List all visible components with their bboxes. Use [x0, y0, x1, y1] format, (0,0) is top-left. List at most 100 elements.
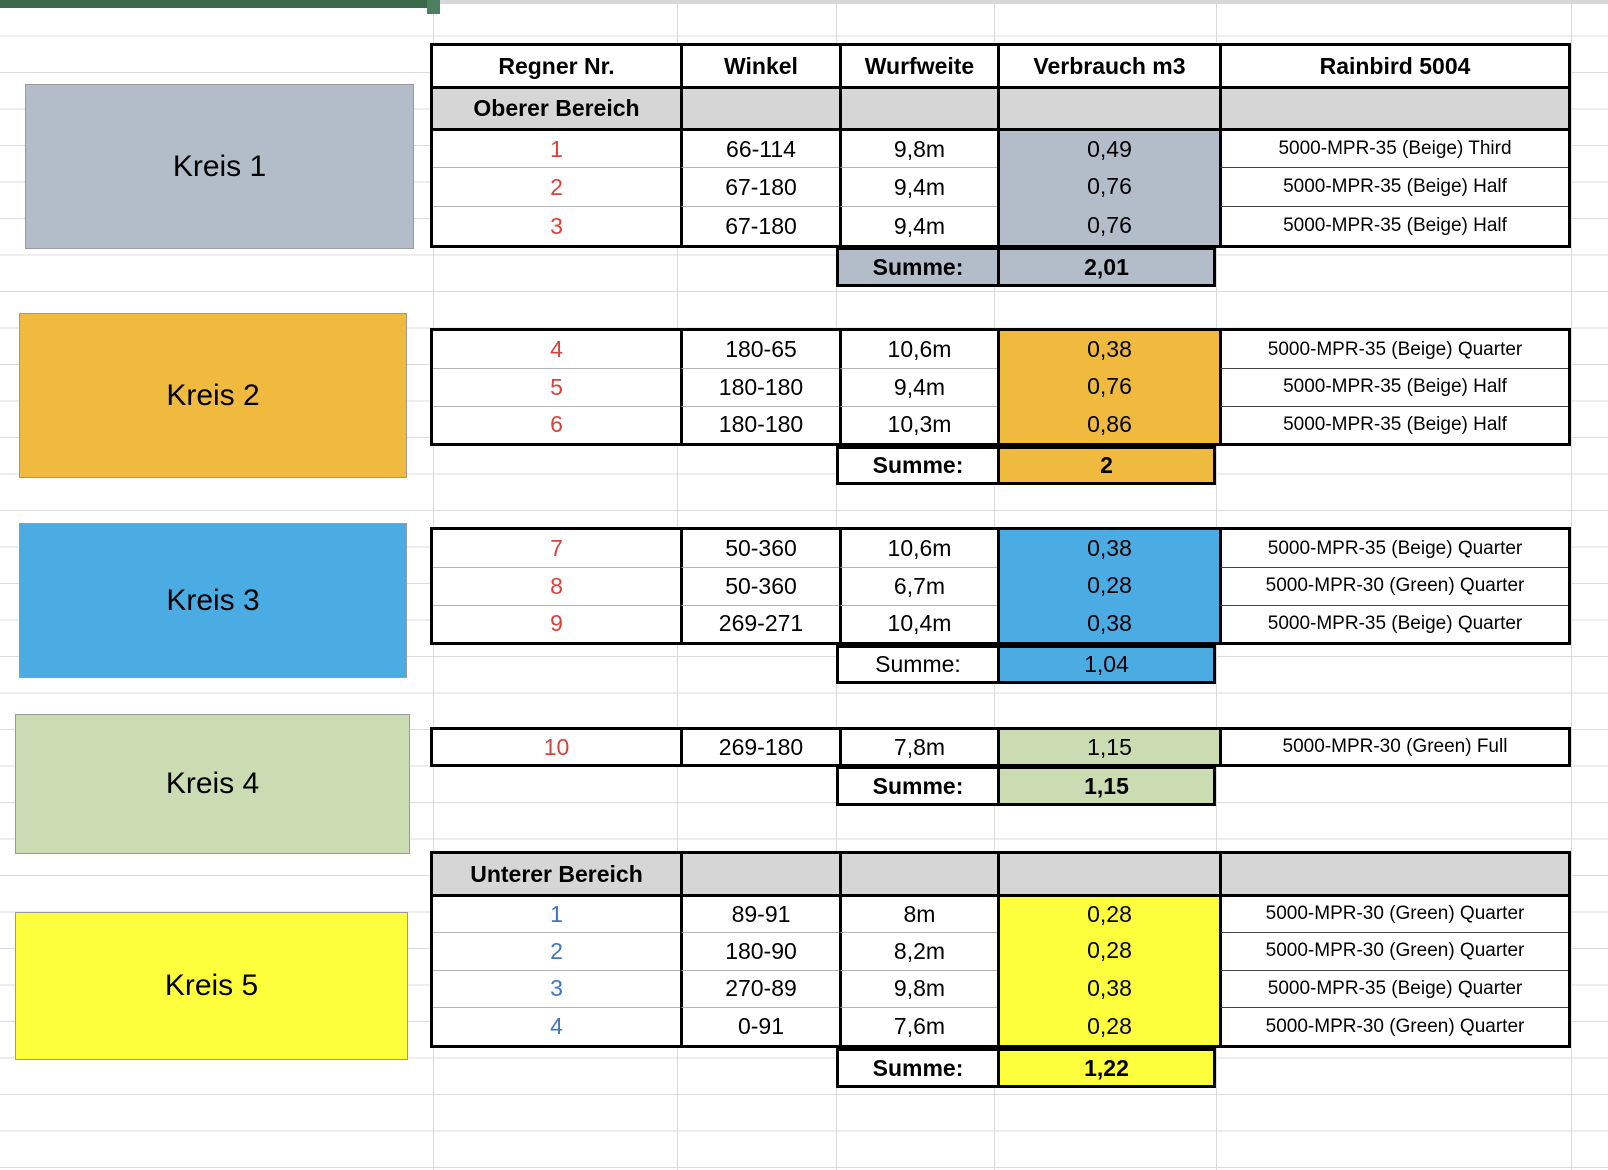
cell-rainbird[interactable]: 5000-MPR-35 (Beige) Quarter — [1219, 604, 1568, 642]
cell-rainbird[interactable]: 5000-MPR-30 (Green) Quarter — [1219, 1007, 1568, 1045]
shape-kreis-5[interactable]: Kreis 5 — [15, 912, 408, 1060]
cell-rainbird[interactable]: 5000-MPR-35 (Beige) Half — [1219, 405, 1568, 443]
cell-empty[interactable] — [1219, 854, 1568, 894]
summe-value[interactable]: 2 — [997, 449, 1213, 482]
cell-winkel[interactable]: 180-180 — [680, 405, 839, 443]
cell-empty[interactable] — [997, 86, 1219, 128]
summe-value[interactable]: 2,01 — [997, 250, 1213, 284]
cell-wurfweite[interactable]: 7,6m — [839, 1007, 997, 1045]
cell-rainbird[interactable]: 5000-MPR-30 (Green) Quarter — [1219, 567, 1568, 605]
cell-nr[interactable]: 2 — [433, 931, 680, 970]
cell-nr[interactable]: 7 — [550, 535, 563, 562]
cell-verbrauch[interactable]: 0,28 — [997, 567, 1219, 605]
cell-verbrauch[interactable]: 0,76 — [997, 368, 1219, 406]
cell-nr[interactable]: 9 — [433, 604, 680, 642]
cell-rainbird[interactable]: 5000-MPR-30 (Green) Full — [1219, 730, 1568, 764]
cell-verbrauch[interactable]: 0,76 — [997, 206, 1219, 245]
cell-winkel[interactable]: 269-271 — [680, 604, 839, 642]
cell-verbrauch[interactable]: 0,86 — [997, 405, 1219, 443]
cell-winkel[interactable]: 67-180 — [680, 206, 839, 245]
cell-rainbird[interactable]: 5000-MPR-35 (Beige) Half — [1219, 368, 1568, 406]
cell-empty[interactable] — [839, 854, 997, 894]
cell-wurfweite[interactable]: 10,3m — [839, 405, 997, 443]
cell-nr[interactable]: 5 — [433, 368, 680, 405]
cell-wurfweite[interactable]: 7,8m — [839, 730, 997, 764]
shape-kreis-1[interactable]: Kreis 1 — [25, 84, 414, 249]
cell-winkel[interactable]: 269-180 — [680, 730, 839, 764]
cell-verbrauch[interactable]: 0,76 — [997, 167, 1219, 206]
cell-verbrauch[interactable]: 0,38 — [997, 331, 1219, 369]
cell-winkel[interactable]: 180-65 — [680, 331, 839, 369]
cell-rainbird[interactable]: 5000-MPR-30 (Green) Quarter — [1219, 894, 1568, 932]
cell-winkel[interactable]: 0-91 — [680, 1007, 839, 1045]
cell-rainbird[interactable]: 5000-MPR-35 (Beige) Quarter — [1219, 331, 1568, 369]
cell-winkel[interactable]: 50-360 — [680, 530, 839, 568]
cell-wurfweite[interactable]: 8,2m — [839, 931, 997, 970]
cell-empty[interactable] — [839, 86, 997, 128]
cell-wurfweite[interactable]: 9,4m — [839, 206, 997, 245]
cell-wurfweite[interactable]: 9,8m — [839, 969, 997, 1008]
cell-verbrauch[interactable]: 1,15 — [997, 730, 1219, 764]
selection-handle[interactable] — [427, 0, 440, 14]
cell-verbrauch[interactable]: 0,28 — [997, 1007, 1219, 1045]
cell-winkel[interactable]: 66-114 — [680, 128, 839, 167]
shape-kreis-3[interactable]: Kreis 3 — [19, 523, 407, 678]
cell-wurfweite[interactable]: 9,8m — [839, 128, 997, 167]
cell-rainbird[interactable]: 5000-MPR-35 (Beige) Third — [1219, 128, 1568, 167]
cell-section-label[interactable]: Unterer Bereich — [433, 854, 680, 894]
cell-nr[interactable]: 1 — [433, 894, 680, 932]
cell-winkel[interactable]: 180-180 — [680, 368, 839, 406]
cell-nr[interactable]: 8 — [433, 567, 680, 604]
summe-value[interactable]: 1,04 — [997, 648, 1213, 681]
cell-winkel[interactable]: 270-89 — [680, 969, 839, 1008]
cell-wurfweite[interactable]: 10,4m — [839, 604, 997, 642]
summe-label[interactable]: Summe: — [839, 250, 997, 284]
cell-nr[interactable]: 6 — [433, 405, 680, 443]
header-regner-nr[interactable]: Regner Nr. — [498, 52, 615, 79]
cell-wurfweite[interactable]: 9,4m — [839, 167, 997, 206]
cell-nr[interactable]: 1 — [433, 128, 680, 167]
summe-value[interactable]: 1,15 — [997, 769, 1213, 803]
cell-nr[interactable]: 4 — [550, 336, 563, 363]
cell-wurfweite[interactable]: 9,4m — [839, 368, 997, 406]
cell-winkel[interactable]: 180-90 — [680, 931, 839, 970]
shape-kreis-4[interactable]: Kreis 4 — [15, 714, 410, 854]
cell-empty[interactable] — [680, 854, 839, 894]
cell-winkel[interactable]: 89-91 — [680, 894, 839, 932]
cell-verbrauch[interactable]: 0,38 — [997, 604, 1219, 642]
cell-nr[interactable]: 4 — [433, 1007, 680, 1045]
summe-label[interactable]: Summe: — [872, 1054, 964, 1081]
summe-label[interactable]: Summe: — [872, 452, 964, 478]
cell-empty[interactable] — [997, 854, 1219, 894]
cell-empty[interactable] — [680, 86, 839, 128]
header-wurfweite[interactable]: Wurfweite — [839, 46, 997, 86]
cell-wurfweite[interactable]: 8m — [839, 894, 997, 932]
cell-verbrauch[interactable]: 0,28 — [997, 894, 1219, 932]
cell-verbrauch[interactable]: 0,38 — [997, 530, 1219, 568]
shape-kreis-2[interactable]: Kreis 2 — [19, 313, 407, 478]
cell-wurfweite[interactable]: 6,7m — [839, 567, 997, 605]
header-winkel[interactable]: Winkel — [680, 46, 839, 86]
cell-empty[interactable] — [1219, 86, 1568, 128]
summe-label[interactable]: Summe: — [875, 651, 961, 677]
cell-rainbird[interactable]: 5000-MPR-30 (Green) Quarter — [1219, 931, 1568, 970]
cell-nr[interactable]: 3 — [433, 969, 680, 1008]
cell-section-label[interactable]: Oberer Bereich — [433, 86, 680, 128]
cell-verbrauch[interactable]: 0,38 — [997, 969, 1219, 1008]
cell-wurfweite[interactable]: 10,6m — [839, 530, 997, 568]
cell-verbrauch[interactable]: 0,28 — [997, 931, 1219, 970]
cell-winkel[interactable]: 67-180 — [680, 167, 839, 206]
summe-value[interactable]: 1,22 — [997, 1051, 1213, 1085]
cell-rainbird[interactable]: 5000-MPR-35 (Beige) Quarter — [1219, 530, 1568, 568]
cell-nr[interactable]: 2 — [433, 167, 680, 206]
cell-winkel[interactable]: 50-360 — [680, 567, 839, 605]
cell-verbrauch[interactable]: 0,49 — [997, 128, 1219, 167]
header-verbrauch[interactable]: Verbrauch m3 — [997, 46, 1219, 86]
cell-wurfweite[interactable]: 10,6m — [839, 331, 997, 369]
cell-nr[interactable]: 10 — [543, 733, 570, 760]
cell-rainbird[interactable]: 5000-MPR-35 (Beige) Half — [1219, 167, 1568, 206]
header-rainbird[interactable]: Rainbird 5004 — [1219, 46, 1568, 86]
summe-label[interactable]: Summe: — [872, 772, 964, 799]
cell-nr[interactable]: 3 — [433, 206, 680, 245]
cell-rainbird[interactable]: 5000-MPR-35 (Beige) Half — [1219, 206, 1568, 245]
